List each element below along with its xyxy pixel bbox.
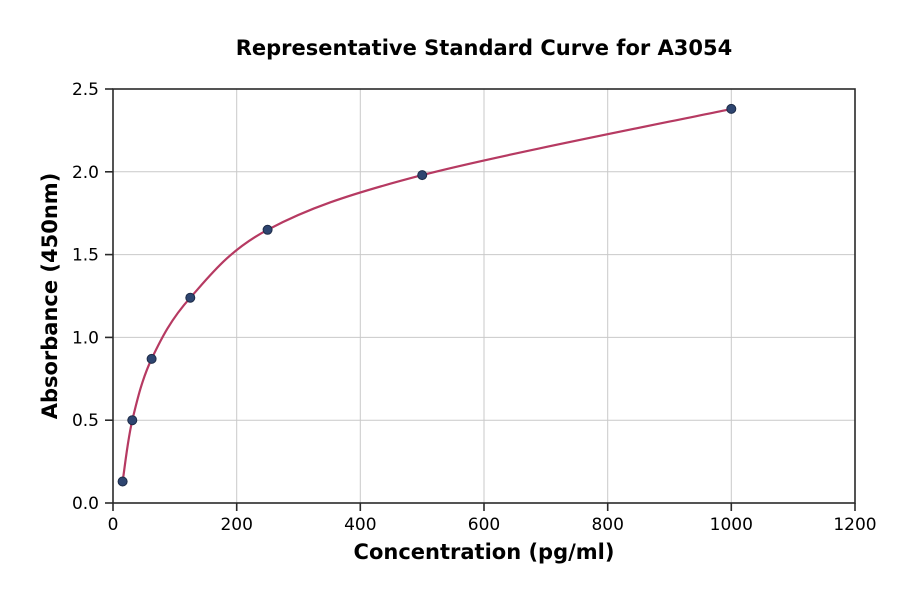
y-tick-label: 2.5 [72, 80, 99, 100]
x-tick-label: 1000 [710, 515, 753, 535]
data-point-marker [262, 224, 273, 235]
x-tick-label: 1200 [833, 515, 876, 535]
axis-ticks [105, 88, 856, 511]
x-tick-label: 200 [220, 515, 252, 535]
fit-curve-line [121, 107, 732, 482]
tick-labels: 0 200 400 600 800 1000 1200 0.0 0.5 1.0 1.5 2.0 2.5 [72, 80, 877, 535]
y-tick-label: 0.5 [72, 411, 99, 431]
data-point-marker [146, 353, 157, 364]
x-tick-label: 800 [591, 515, 623, 535]
chart-title: Representative Standard Curve for A3054 [235, 36, 733, 60]
gridlines [112, 88, 856, 504]
y-tick-label: 1.5 [72, 246, 99, 266]
y-tick-label: 2.0 [72, 163, 99, 183]
x-tick-label: 0 [108, 515, 119, 535]
x-axis-label: Concentration (pg/ml) [353, 540, 615, 564]
data-point-marker [417, 170, 428, 181]
x-tick-label: 400 [344, 515, 376, 535]
data-point-marker [726, 103, 737, 114]
data-point-marker [185, 292, 196, 303]
y-tick-label: 1.0 [72, 328, 99, 348]
y-tick-label: 0.0 [72, 494, 99, 514]
data-point-marker [127, 415, 138, 426]
x-tick-label: 600 [468, 515, 500, 535]
data-point-marker [117, 476, 128, 487]
data-points [117, 103, 737, 487]
